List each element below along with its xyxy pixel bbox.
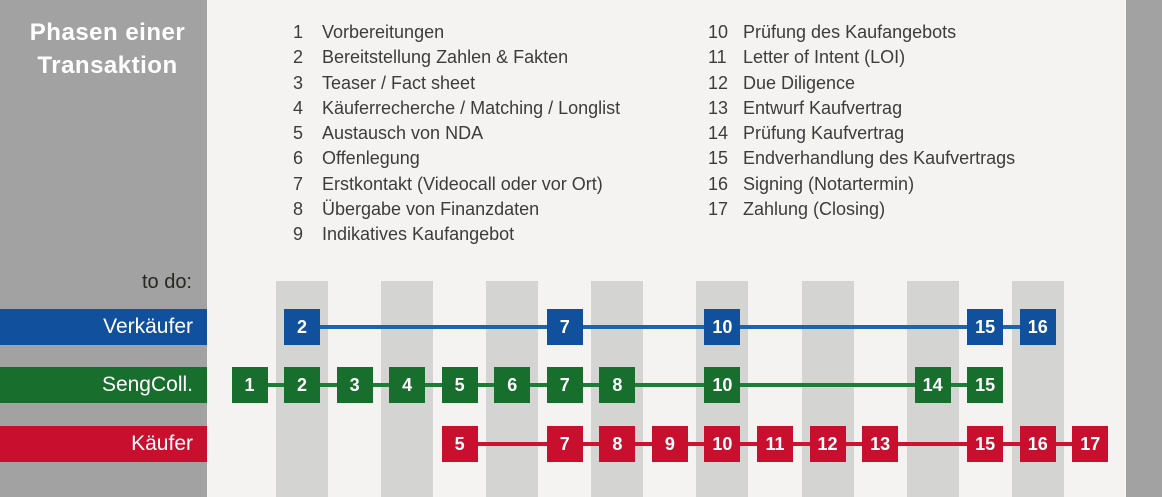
phase-number: 10 [708,22,729,42]
phase-list-right: 10 Prüfung des Kaufangebots 11 Letter of In… [708,20,1015,222]
phase-number: 13 [708,97,729,118]
phase-box-kaeufer-13: 13 [862,426,899,462]
phase-number: 4 [292,97,303,118]
phase-box-kaeufer-15: 15 [967,426,1004,462]
phase-box-sengcoll-8: 8 [599,367,636,403]
phase-list-item: 11 Letter of Intent (LOI) [708,45,1015,70]
phase-label: Zahlung (Closing) [743,199,886,220]
phase-number: 16 [708,173,729,194]
phase-box-kaeufer-10: 10 [704,426,741,462]
phase-box-sengcoll-6: 6 [494,367,531,403]
phase-list-item: 17 Zahlung (Closing) [708,197,1015,222]
phase-label: Erstkontakt (Videocall oder vor Ort) [322,173,603,194]
phase-box-verkaeufer-2: 2 [284,309,321,345]
phase-list-item: 12 Due Diligence [708,71,1015,96]
lane-label-kaeufer: Käufer [0,426,207,462]
page-title: Phasen einer Transaktion [14,16,201,82]
sidebar: Phasen einer Transaktion to do: [0,0,207,497]
phase-box-sengcoll-5: 5 [441,367,478,403]
phase-list-item: 1 Vorbereitungen [287,20,620,45]
phase-box-kaeufer-5: 5 [441,426,478,462]
phase-list-item: 15 Endverhandlung des Kaufvertrags [708,146,1015,171]
right-gray-band [1126,0,1162,497]
phase-label: Vorbereitungen [322,22,445,42]
phase-number: 3 [292,72,303,93]
phase-list-item: 4 Käuferrecherche / Matching / Longlist [287,96,620,121]
lane-line-verkaeufer [302,325,1038,329]
phase-box-sengcoll-3: 3 [336,367,373,403]
phase-list-item: 5 Austausch von NDA [287,121,620,146]
phase-box-verkaeufer-7: 7 [546,309,583,345]
phase-list-item: 16 Signing (Notartermin) [708,172,1015,197]
phase-box-sengcoll-4: 4 [389,367,426,403]
phase-box-kaeufer-16: 16 [1019,426,1056,462]
phase-number: 14 [708,123,729,144]
phase-label: Austausch von NDA [322,123,484,144]
phase-label: Letter of Intent (LOI) [743,47,906,68]
phase-label: Entwurf Kaufvertrag [743,97,903,118]
phase-list-item: 9 Indikatives Kaufangebot [287,222,620,247]
phase-label: Käuferrecherche / Matching / Longlist [322,97,621,118]
lane-label-verkaeufer: Verkäufer [0,309,207,345]
phase-list-item: 3 Teaser / Fact sheet [287,71,620,96]
phase-number: 8 [292,199,303,220]
phase-list-left: 1 Vorbereitungen 2 Bereitstellung Zahlen & … [287,20,620,248]
phase-box-kaeufer-7: 7 [546,426,583,462]
page-title-line2: Transaktion [37,52,178,79]
phase-label: Indikatives Kaufangebot [322,224,515,245]
timeline-stripe [801,281,854,497]
phase-number: 9 [292,224,303,245]
phase-box-kaeufer-11: 11 [757,426,793,462]
phase-list-item: 13 Entwurf Kaufvertrag [708,96,1015,121]
phase-label: Bereitstellung Zahlen & Fakten [322,47,569,68]
phase-box-verkaeufer-16: 16 [1019,309,1056,345]
page-title-line1: Phasen einer [29,19,186,46]
phase-label: Teaser / Fact sheet [322,72,476,93]
phase-label: Übergabe von Finanzdaten [322,199,540,220]
phase-box-sengcoll-7: 7 [546,367,583,403]
phase-box-sengcoll-14: 14 [914,367,951,403]
phase-number: 17 [708,199,729,220]
phase-list-item: 14 Prüfung Kaufvertrag [708,121,1015,146]
phase-box-kaeufer-12: 12 [809,426,846,462]
phase-number: 15 [708,148,729,169]
phase-list-item: 2 Bereitstellung Zahlen & Fakten [287,45,620,70]
phase-label: Due Diligence [743,72,856,93]
phase-box-kaeufer-17: 17 [1072,426,1109,462]
todo-label: to do: [141,271,192,293]
phase-box-kaeufer-8: 8 [599,426,636,462]
phase-box-sengcoll-15: 15 [967,367,1004,403]
phase-number: 7 [292,173,303,194]
phase-number: 6 [292,148,303,169]
phase-box-sengcoll-10: 10 [704,367,741,403]
phase-list-item: 8 Übergabe von Finanzdaten [287,197,620,222]
phase-list-item: 10 Prüfung des Kaufangebots [708,20,1015,45]
phase-list-item: 6 Offenlegung [287,146,620,171]
phase-label: Signing (Notartermin) [743,173,915,194]
phase-label: Offenlegung [322,148,420,169]
phase-list-item: 7 Erstkontakt (Videocall oder vor Ort) [287,172,620,197]
phase-number: 1 [292,22,303,42]
phase-label: Prüfung Kaufvertrag [743,123,905,144]
phase-label: Prüfung des Kaufangebots [743,22,957,42]
phase-number: 5 [292,123,303,144]
phase-number: 11 [708,47,727,68]
phase-box-sengcoll-2: 2 [284,367,321,403]
phase-box-kaeufer-9: 9 [651,426,688,462]
phase-box-verkaeufer-15: 15 [967,309,1004,345]
phase-label: Endverhandlung des Kaufvertrags [743,148,1016,169]
lane-label-sengcoll: SengColl. [0,367,207,403]
phase-box-verkaeufer-10: 10 [704,309,741,345]
phase-number: 12 [708,72,729,93]
phase-box-sengcoll-1: 1 [231,367,268,403]
phase-number: 2 [292,47,303,68]
